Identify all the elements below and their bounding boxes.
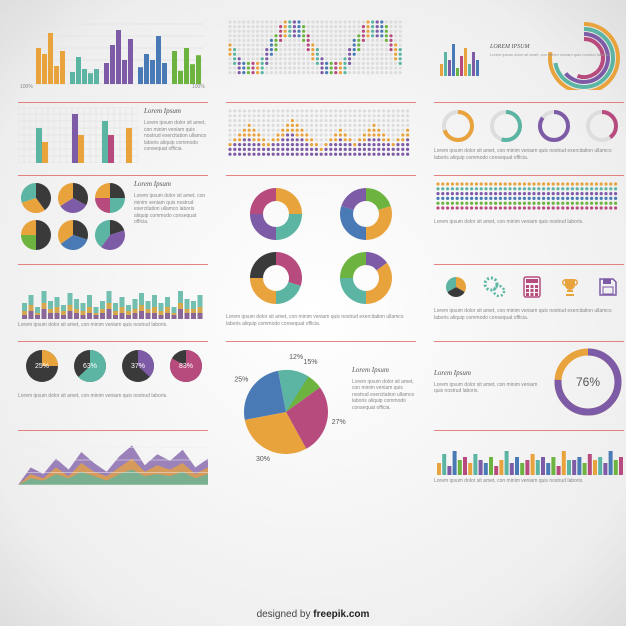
svg-text:83%: 83% (179, 363, 193, 370)
gears-icon (485, 278, 504, 296)
grid-bar-chart (18, 107, 138, 163)
lorem-text: Lorem ipsum dolor sit amet, con minim ve… (352, 379, 416, 412)
lorem-text: Lorem ipsum dolor sit amet, con minim ve… (434, 478, 624, 485)
equalizer-chart (18, 269, 208, 319)
lorem-text: Lorem ipsum dolor sit amet, con minim ve… (434, 382, 546, 395)
donut-grid (226, 180, 416, 310)
svg-text:12%: 12% (289, 353, 303, 360)
infographic-grid: 100% 100% LOREM IPSUM Lorem ipsum dolor si… (0, 0, 626, 493)
lorem-text: Lorem ipsum dolor sit amet, con minim ve… (434, 148, 624, 161)
arc-rainbow: LOREM IPSUM Lorem ipsum dolor sit amet, c… (434, 18, 624, 90)
svg-text:76%: 76% (576, 375, 600, 389)
svg-text:27%: 27% (332, 418, 346, 425)
big-ring-progress: 76% (552, 346, 624, 418)
lorem-text: Lorem ipsum dolor sit amet, con minim ve… (434, 219, 624, 226)
bar-chart-1: 100% 100% (18, 18, 208, 90)
tiny-equalizer (434, 435, 624, 475)
calculator-icon (524, 277, 540, 297)
icon-row (434, 269, 624, 305)
area-chart (18, 435, 208, 485)
svg-text:15%: 15% (304, 358, 318, 365)
dot-area-chart (226, 107, 416, 163)
svg-text:100%: 100% (20, 84, 33, 90)
lorem-text: Lorem ipsum dolor sit amet, con minim ve… (144, 120, 208, 153)
lorem-title: Lorem Ipsum (352, 366, 416, 374)
svg-text:30%: 30% (256, 455, 270, 462)
lorem-title: Lorem Ipsum (134, 180, 208, 188)
save-icon (600, 279, 616, 295)
lorem-title: Lorem Ipsum (434, 369, 546, 377)
lorem-text: Lorem ipsum dolor sit amet, con minim ve… (434, 308, 624, 321)
svg-text:63%: 63% (83, 363, 97, 370)
pie-icon (446, 277, 466, 297)
big-pie-chart: 15% 27% 30% 25% 12% (226, 346, 346, 466)
pie-grid (18, 180, 128, 252)
percent-pies: 25% 63% 37% 83% (18, 346, 208, 390)
lorem-text: Lorem ipsum dolor sit amet, con minim ve… (18, 393, 208, 400)
svg-text:37%: 37% (131, 363, 145, 370)
rainbow-dot-strip (434, 180, 624, 216)
trophy-icon (563, 279, 578, 296)
lorem-text: Lorem ipsum dolor sit amet, con minim ve… (134, 193, 208, 226)
svg-text:25%: 25% (234, 376, 248, 383)
svg-text:Lorem ipsum dolor sit amet, co: Lorem ipsum dolor sit amet, con minim ve… (490, 52, 610, 57)
lorem-text: Lorem ipsum dolor sit amet, con minim ve… (226, 314, 416, 327)
dot-matrix (226, 18, 416, 90)
svg-text:100%: 100% (192, 84, 205, 90)
lorem-title: Lorem Ipsum (144, 107, 208, 115)
lorem-text: Lorem ipsum dolor sit amet, con minim ve… (18, 322, 208, 329)
ring-progress-row (434, 107, 624, 145)
svg-text:25%: 25% (35, 363, 49, 370)
footer-credit: designed by freepik.com (0, 609, 626, 620)
svg-text:LOREM IPSUM: LOREM IPSUM (489, 44, 530, 50)
